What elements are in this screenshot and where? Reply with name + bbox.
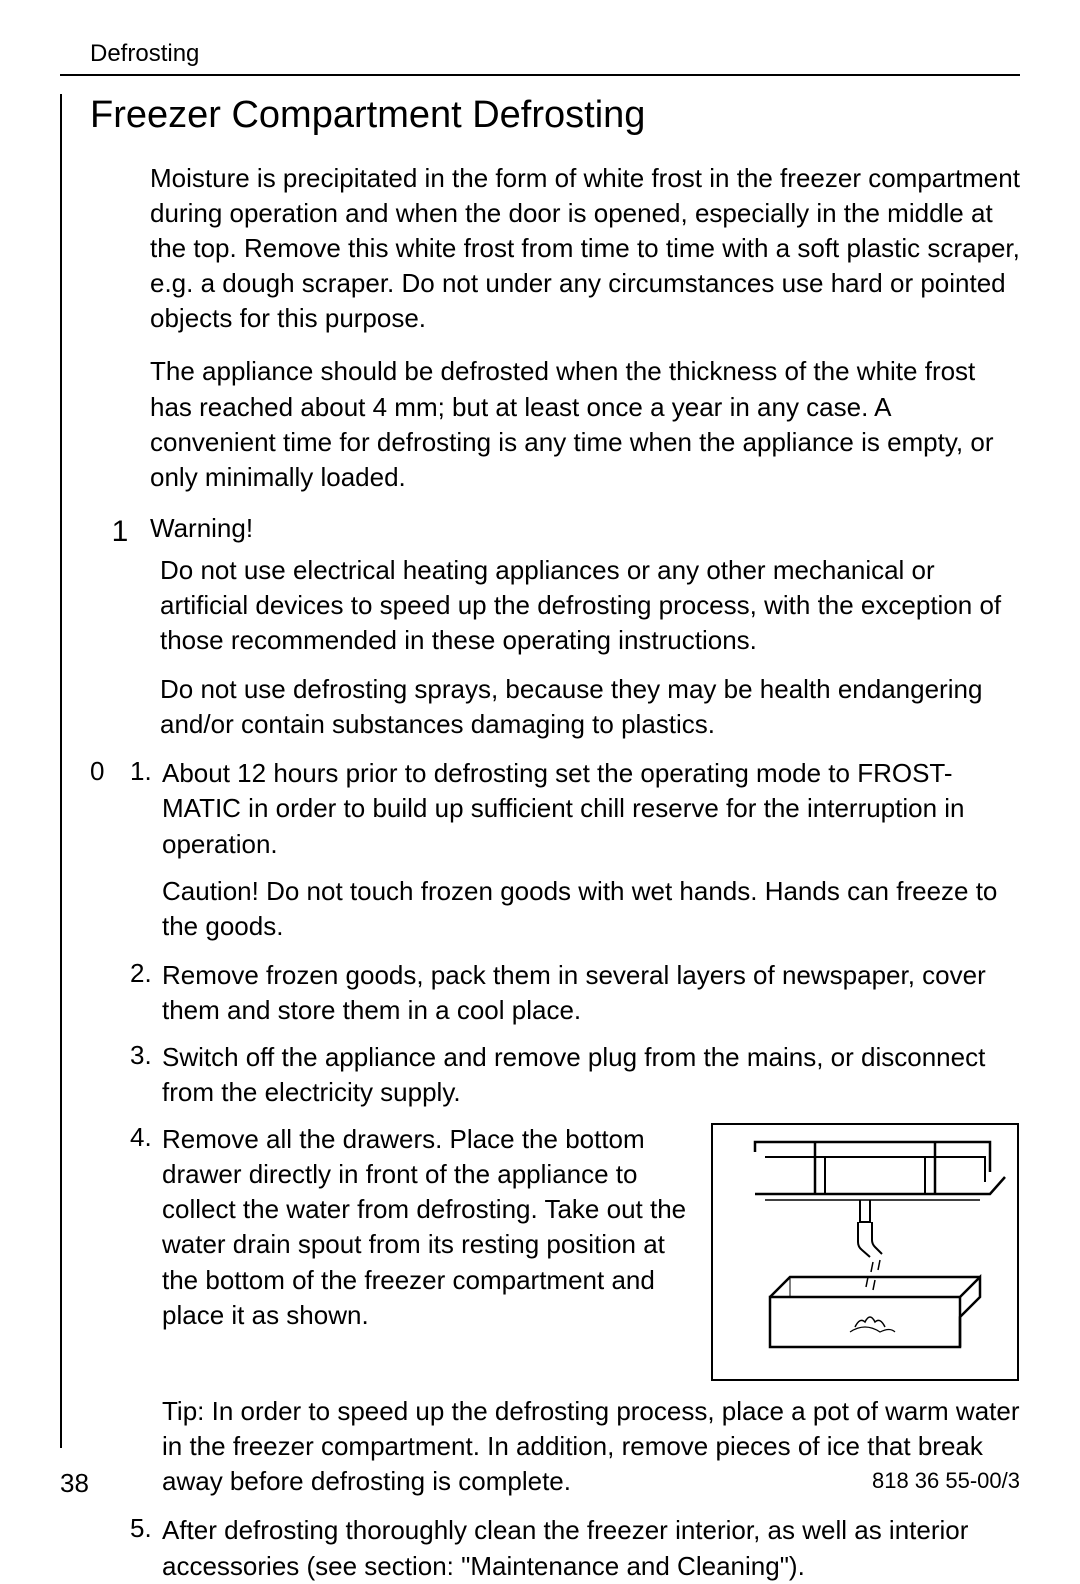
intro-paragraph-2: The appliance should be defrosted when t…	[150, 354, 1020, 494]
step-5-text: After defrosting thoroughly clean the fr…	[162, 1513, 1020, 1583]
warning-body-1: Do not use electrical heating appliances…	[160, 553, 1020, 658]
step-2-row: 2. Remove frozen goods, pack them in sev…	[130, 958, 1020, 1028]
step-3-text: Switch off the appliance and remove plug…	[162, 1040, 1020, 1110]
step-3-number: 3.	[130, 1040, 162, 1071]
page-footer: 38 818 36 55-00/3	[60, 1468, 1020, 1499]
intro-paragraph-1: Moisture is precipitated in the form of …	[150, 161, 1020, 336]
header-section-label: Defrosting	[60, 40, 1020, 68]
step-4-text: Remove all the drawers. Place the bottom…	[162, 1122, 690, 1333]
step-5-row: 5. After defrosting thoroughly clean the…	[130, 1513, 1020, 1583]
step-2-text: Remove frozen goods, pack them in severa…	[162, 958, 1020, 1028]
warning-label: Warning!	[150, 513, 253, 544]
header-divider	[60, 74, 1020, 76]
step-4-number: 4.	[130, 1122, 162, 1153]
document-number: 818 36 55-00/3	[872, 1468, 1020, 1499]
page-number: 38	[60, 1468, 89, 1499]
step-2-number: 2.	[130, 958, 162, 989]
defrost-drain-diagram	[710, 1122, 1020, 1382]
caution-text: Caution! Do not touch frozen goods with …	[162, 874, 1020, 944]
warning-body-2: Do not use defrosting sprays, because th…	[160, 672, 1020, 742]
step-4-row: 4. Remove all the drawers. Place the bot…	[130, 1122, 1020, 1382]
step-marker-0: 0	[90, 756, 130, 787]
content-area: Freezer Compartment Defrosting Moisture …	[60, 94, 1020, 1448]
step-1-row: 0 1. About 12 hours prior to defrosting …	[90, 756, 1020, 861]
warning-heading-row: 1 Warning!	[90, 513, 1020, 549]
warning-marker: 1	[90, 513, 150, 549]
step-3-row: 3. Switch off the appliance and remove p…	[130, 1040, 1020, 1110]
page-title: Freezer Compartment Defrosting	[90, 94, 1020, 137]
step-1-number: 1.	[130, 756, 162, 787]
step-1-text: About 12 hours prior to defrosting set t…	[162, 756, 1020, 861]
